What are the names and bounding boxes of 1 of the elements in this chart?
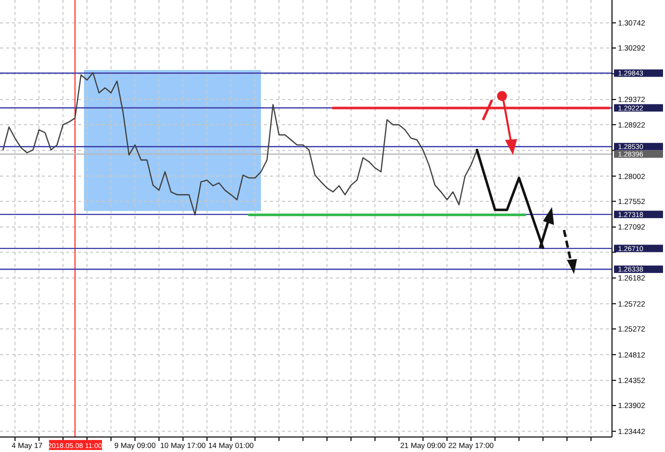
line-series xyxy=(2,72,478,216)
